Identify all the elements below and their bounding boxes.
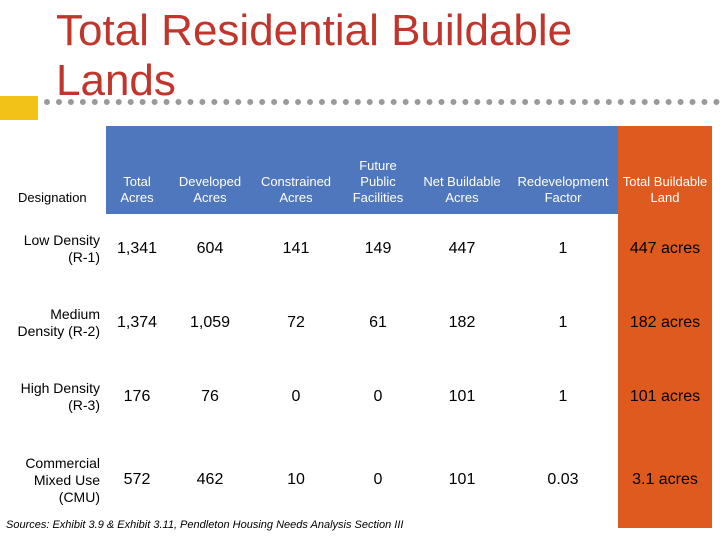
- constrained-acres-cell: 72: [287, 314, 305, 331]
- total-acres-cell: 572: [123, 471, 151, 488]
- title-accent-bar: [0, 96, 38, 120]
- developed-acres-cell: 1,059: [189, 314, 231, 331]
- redevelopment-factor-cell: 1: [558, 388, 568, 405]
- header-total-buildable-land: Total Buildable Land: [618, 126, 712, 214]
- future-facilities-cell: 0: [373, 388, 383, 405]
- table-header-row: Designation Total Acres Developed Acres …: [6, 126, 712, 214]
- designation-cell: Low Density (R-1): [23, 232, 100, 265]
- sources-note: Sources: Exhibit 3.9 & Exhibit 3.11, Pen…: [6, 519, 404, 531]
- buildable-lands-table: Designation Total Acres Developed Acres …: [6, 126, 712, 528]
- net-buildable-cell: 447: [448, 240, 476, 257]
- redevelopment-factor-cell: 0.03: [547, 471, 579, 488]
- total-buildable-land-cell: 447 acres: [618, 214, 712, 284]
- designation-cell: Commercial Mixed Use (CMU): [25, 454, 100, 505]
- total-acres-cell: 176: [123, 388, 151, 405]
- developed-acres-cell: 76: [201, 388, 219, 405]
- table-row: Medium Density (R-2) 1,374 1,059 72 61 1…: [6, 284, 712, 362]
- constrained-acres-cell: 10: [287, 471, 305, 488]
- total-acres-cell: 1,341: [116, 240, 158, 257]
- future-facilities-cell: 149: [364, 240, 392, 257]
- header-developed-acres: Developed Acres: [168, 126, 252, 214]
- designation-cell: Medium Density (R-2): [17, 306, 100, 339]
- total-buildable-land-cell: 101 acres: [618, 362, 712, 432]
- redevelopment-factor-cell: 1: [558, 240, 568, 257]
- header-designation: Designation: [6, 126, 106, 214]
- developed-acres-cell: 462: [196, 471, 224, 488]
- constrained-acres-cell: 141: [282, 240, 310, 257]
- header-future-public-facilities: Future Public Facilities: [340, 126, 416, 214]
- net-buildable-cell: 182: [448, 314, 476, 331]
- header-redevelopment-factor: Redevelopment Factor: [508, 126, 618, 214]
- net-buildable-cell: 101: [448, 471, 476, 488]
- future-facilities-cell: 0: [373, 471, 383, 488]
- total-acres-cell: 1,374: [116, 314, 158, 331]
- table-row: Commercial Mixed Use (CMU) 572 462 10 0 …: [6, 432, 712, 528]
- constrained-acres-cell: 0: [291, 388, 301, 405]
- total-buildable-land-cell: 182 acres: [618, 284, 712, 362]
- net-buildable-cell: 101: [448, 388, 476, 405]
- header-net-buildable-acres: Net Buildable Acres: [416, 126, 508, 214]
- page-title: Total Residential Buildable Lands: [56, 6, 573, 105]
- header-total-acres: Total Acres: [106, 126, 168, 214]
- table-row: High Density (R-3) 176 76 0 0 101 1 101 …: [6, 362, 712, 432]
- redevelopment-factor-cell: 1: [558, 314, 568, 331]
- designation-cell: High Density (R-3): [20, 380, 100, 413]
- developed-acres-cell: 604: [196, 240, 224, 257]
- table-row: Low Density (R-1) 1,341 604 141 149 447 …: [6, 214, 712, 284]
- total-buildable-land-cell: 3.1 acres: [618, 432, 712, 528]
- title-divider: [44, 99, 720, 105]
- header-constrained-acres: Constrained Acres: [252, 126, 340, 214]
- future-facilities-cell: 61: [369, 314, 387, 331]
